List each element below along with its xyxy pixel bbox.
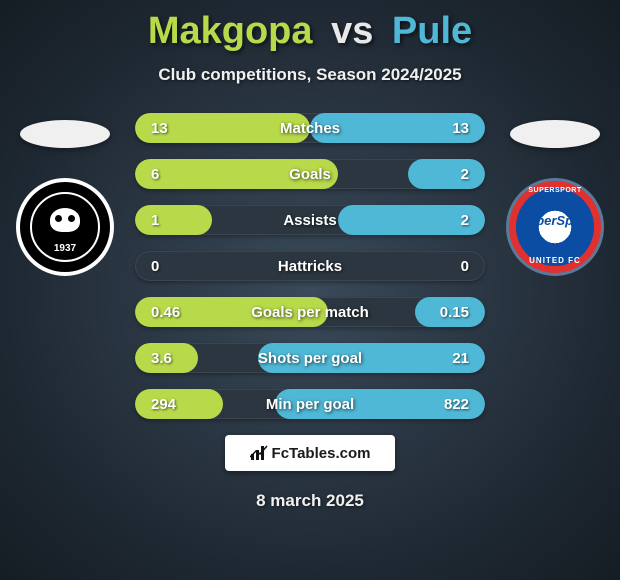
club-year: 1937 — [20, 243, 110, 254]
player1-name: Makgopa — [148, 10, 313, 53]
watermark-text: FcTables.com — [272, 445, 371, 462]
stat-label: Goals — [199, 166, 421, 183]
skull-icon — [50, 208, 80, 232]
stat-value-left: 0 — [139, 258, 199, 275]
stat-value-right: 2 — [421, 166, 481, 183]
stat-value-left: 13 — [139, 120, 199, 137]
stat-value-right: 0.15 — [421, 304, 481, 321]
stat-label: Min per goal — [199, 396, 421, 413]
stat-label: Hattricks — [199, 258, 421, 275]
stat-label: Matches — [199, 120, 421, 137]
club-mid-text: SuperSport — [509, 213, 601, 228]
stat-value-right: 13 — [421, 120, 481, 137]
watermark: FcTables.com — [225, 435, 395, 471]
stat-row: 3.6Shots per goal21 — [135, 343, 485, 373]
vs-text: vs — [331, 10, 373, 53]
date-text: 8 march 2025 — [0, 491, 620, 511]
stat-label: Goals per match — [199, 304, 421, 321]
stat-row: 1Assists2 — [135, 205, 485, 235]
stat-value-left: 294 — [139, 396, 199, 413]
club-arc-top: SUPERSPORT — [509, 187, 601, 194]
stat-value-left: 0.46 — [139, 304, 199, 321]
flag-right — [510, 120, 600, 148]
stat-label: Shots per goal — [199, 350, 421, 367]
left-column: 1937 — [10, 120, 120, 276]
stat-row: 13Matches13 — [135, 113, 485, 143]
stat-value-right: 0 — [421, 258, 481, 275]
club-badge-right: SUPERSPORT SuperSport UNITED FC — [506, 178, 604, 276]
stat-value-right: 21 — [421, 350, 481, 367]
right-column: SUPERSPORT SuperSport UNITED FC — [500, 120, 610, 276]
stats-container: 13Matches136Goals21Assists20Hattricks00.… — [135, 113, 485, 419]
club-badge-left: 1937 — [16, 178, 114, 276]
stat-value-right: 2 — [421, 212, 481, 229]
stat-value-left: 1 — [139, 212, 199, 229]
stat-row: 0Hattricks0 — [135, 251, 485, 281]
club-arc-bot: UNITED FC — [509, 256, 601, 265]
stat-label: Assists — [199, 212, 421, 229]
comparison-title: Makgopa vs Pule — [0, 0, 620, 53]
stat-row: 0.46Goals per match0.15 — [135, 297, 485, 327]
stat-row: 6Goals2 — [135, 159, 485, 189]
stat-row: 294Min per goal822 — [135, 389, 485, 419]
stat-value-left: 6 — [139, 166, 199, 183]
player2-name: Pule — [392, 10, 472, 53]
stat-value-right: 822 — [421, 396, 481, 413]
flag-left — [20, 120, 110, 148]
stat-value-left: 3.6 — [139, 350, 199, 367]
chart-icon — [250, 445, 268, 461]
subtitle: Club competitions, Season 2024/2025 — [0, 65, 620, 85]
